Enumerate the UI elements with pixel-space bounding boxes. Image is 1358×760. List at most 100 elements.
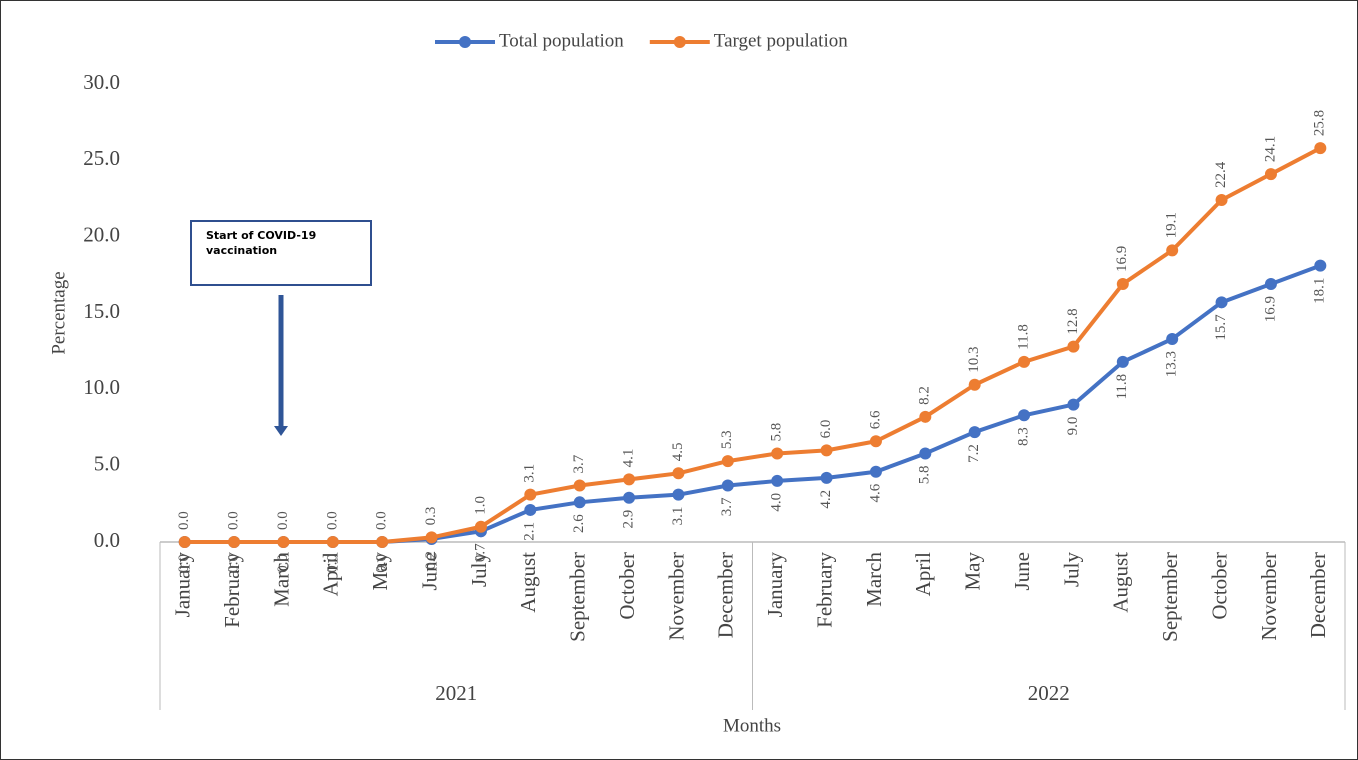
point (672, 467, 685, 480)
y-tick-label: 25.0 (83, 146, 120, 170)
value-label: 0.3 (423, 507, 439, 526)
point (721, 455, 734, 468)
point (869, 465, 882, 478)
value-label: 1.0 (472, 496, 488, 515)
x-tick-label: September (1158, 552, 1182, 642)
point (376, 536, 389, 548)
value-label: 11.8 (1114, 374, 1130, 400)
value-label: 5.8 (917, 465, 933, 484)
value-label: 24.1 (1262, 136, 1278, 162)
value-label: 18.1 (1312, 278, 1328, 304)
point (1264, 168, 1277, 181)
point (524, 503, 537, 516)
point (425, 531, 438, 544)
value-label: 4.1 (621, 449, 637, 468)
y-tick-label: 10.0 (83, 375, 120, 399)
x-tick-label: November (1257, 552, 1281, 641)
point (326, 536, 339, 548)
x-tick-label: April (911, 552, 935, 596)
y-axis-title: Percentage (48, 271, 69, 354)
legend-marker (673, 36, 686, 48)
point (721, 479, 734, 492)
point (869, 435, 882, 448)
x-tick-label: June (417, 552, 441, 591)
x-tick-label: May (368, 552, 392, 591)
point (1215, 194, 1228, 207)
value-label: 8.2 (917, 386, 933, 405)
point (474, 520, 487, 533)
x-tick-label: August (516, 552, 540, 613)
x-tick-label: December (714, 552, 738, 638)
value-label: 4.5 (670, 443, 686, 462)
value-label: 0.2 (423, 551, 439, 570)
series-line (184, 146, 1322, 544)
value-label: 19.1 (1164, 212, 1180, 238)
point (672, 488, 685, 501)
legend-label: Target population (714, 30, 848, 51)
point (820, 444, 833, 457)
value-label: 0.0 (324, 511, 340, 530)
value-label: 3.1 (670, 507, 686, 526)
point (1116, 355, 1129, 368)
value-label: 0.0 (275, 554, 291, 573)
legend-marker (459, 36, 471, 48)
value-label: 0.0 (374, 511, 390, 530)
group-label: 2021 (435, 681, 477, 705)
value-label: 0.0 (226, 554, 242, 573)
point (178, 536, 191, 548)
point (277, 536, 290, 548)
y-tick-label: 5.0 (94, 451, 120, 475)
value-label: 0.0 (176, 554, 192, 573)
value-label: 13.3 (1164, 351, 1180, 377)
annotation: Start of COVID-19 vaccination (190, 220, 372, 286)
x-tick-label: March (862, 552, 886, 607)
point (1067, 398, 1080, 411)
point (919, 410, 932, 423)
value-label: 2.6 (571, 514, 587, 533)
x-tick-label: November (664, 552, 688, 641)
value-label: 10.3 (966, 347, 982, 373)
point (968, 426, 981, 439)
x-tick-label: March (269, 552, 293, 607)
value-label: 3.7 (571, 454, 587, 473)
x-tick-label: January (763, 552, 787, 618)
x-tick-label: February (812, 552, 836, 628)
x-axis-title: Months (723, 715, 781, 736)
legend-label: Total population (499, 30, 624, 51)
group-label: 2022 (1028, 681, 1070, 705)
y-tick-label: 0.0 (94, 528, 120, 552)
point (623, 491, 636, 504)
point (1116, 277, 1129, 290)
x-tick-label: July (1059, 552, 1083, 588)
value-label: 25.8 (1312, 110, 1328, 136)
value-label: 7.2 (966, 444, 982, 463)
value-label: 9.0 (1065, 417, 1081, 436)
value-label: 5.8 (769, 423, 785, 442)
annotation-arrow-head (274, 426, 288, 436)
point (573, 496, 586, 509)
point (1166, 332, 1179, 345)
value-label: 22.4 (1213, 161, 1229, 188)
point (968, 378, 981, 391)
value-label: 0.0 (324, 554, 340, 573)
y-tick-label: 30.0 (83, 70, 120, 94)
point (1215, 296, 1228, 309)
value-label: 8.3 (1016, 427, 1032, 446)
point (1314, 142, 1327, 155)
value-label: 0.0 (176, 511, 192, 530)
x-tick-label: July (467, 552, 491, 588)
x-tick-label: January (171, 552, 195, 618)
x-tick-label: September (566, 552, 590, 642)
point (623, 473, 636, 486)
x-tick-label: October (1207, 552, 1231, 620)
x-tick-label: February (220, 552, 244, 628)
value-label: 4.6 (867, 483, 883, 502)
value-label: 4.2 (818, 490, 834, 509)
y-tick-label: 20.0 (83, 222, 120, 246)
value-label: 15.7 (1213, 314, 1229, 341)
value-label: 0.0 (226, 511, 242, 530)
y-tick-label: 15.0 (83, 299, 120, 323)
value-label: 0.0 (374, 554, 390, 573)
